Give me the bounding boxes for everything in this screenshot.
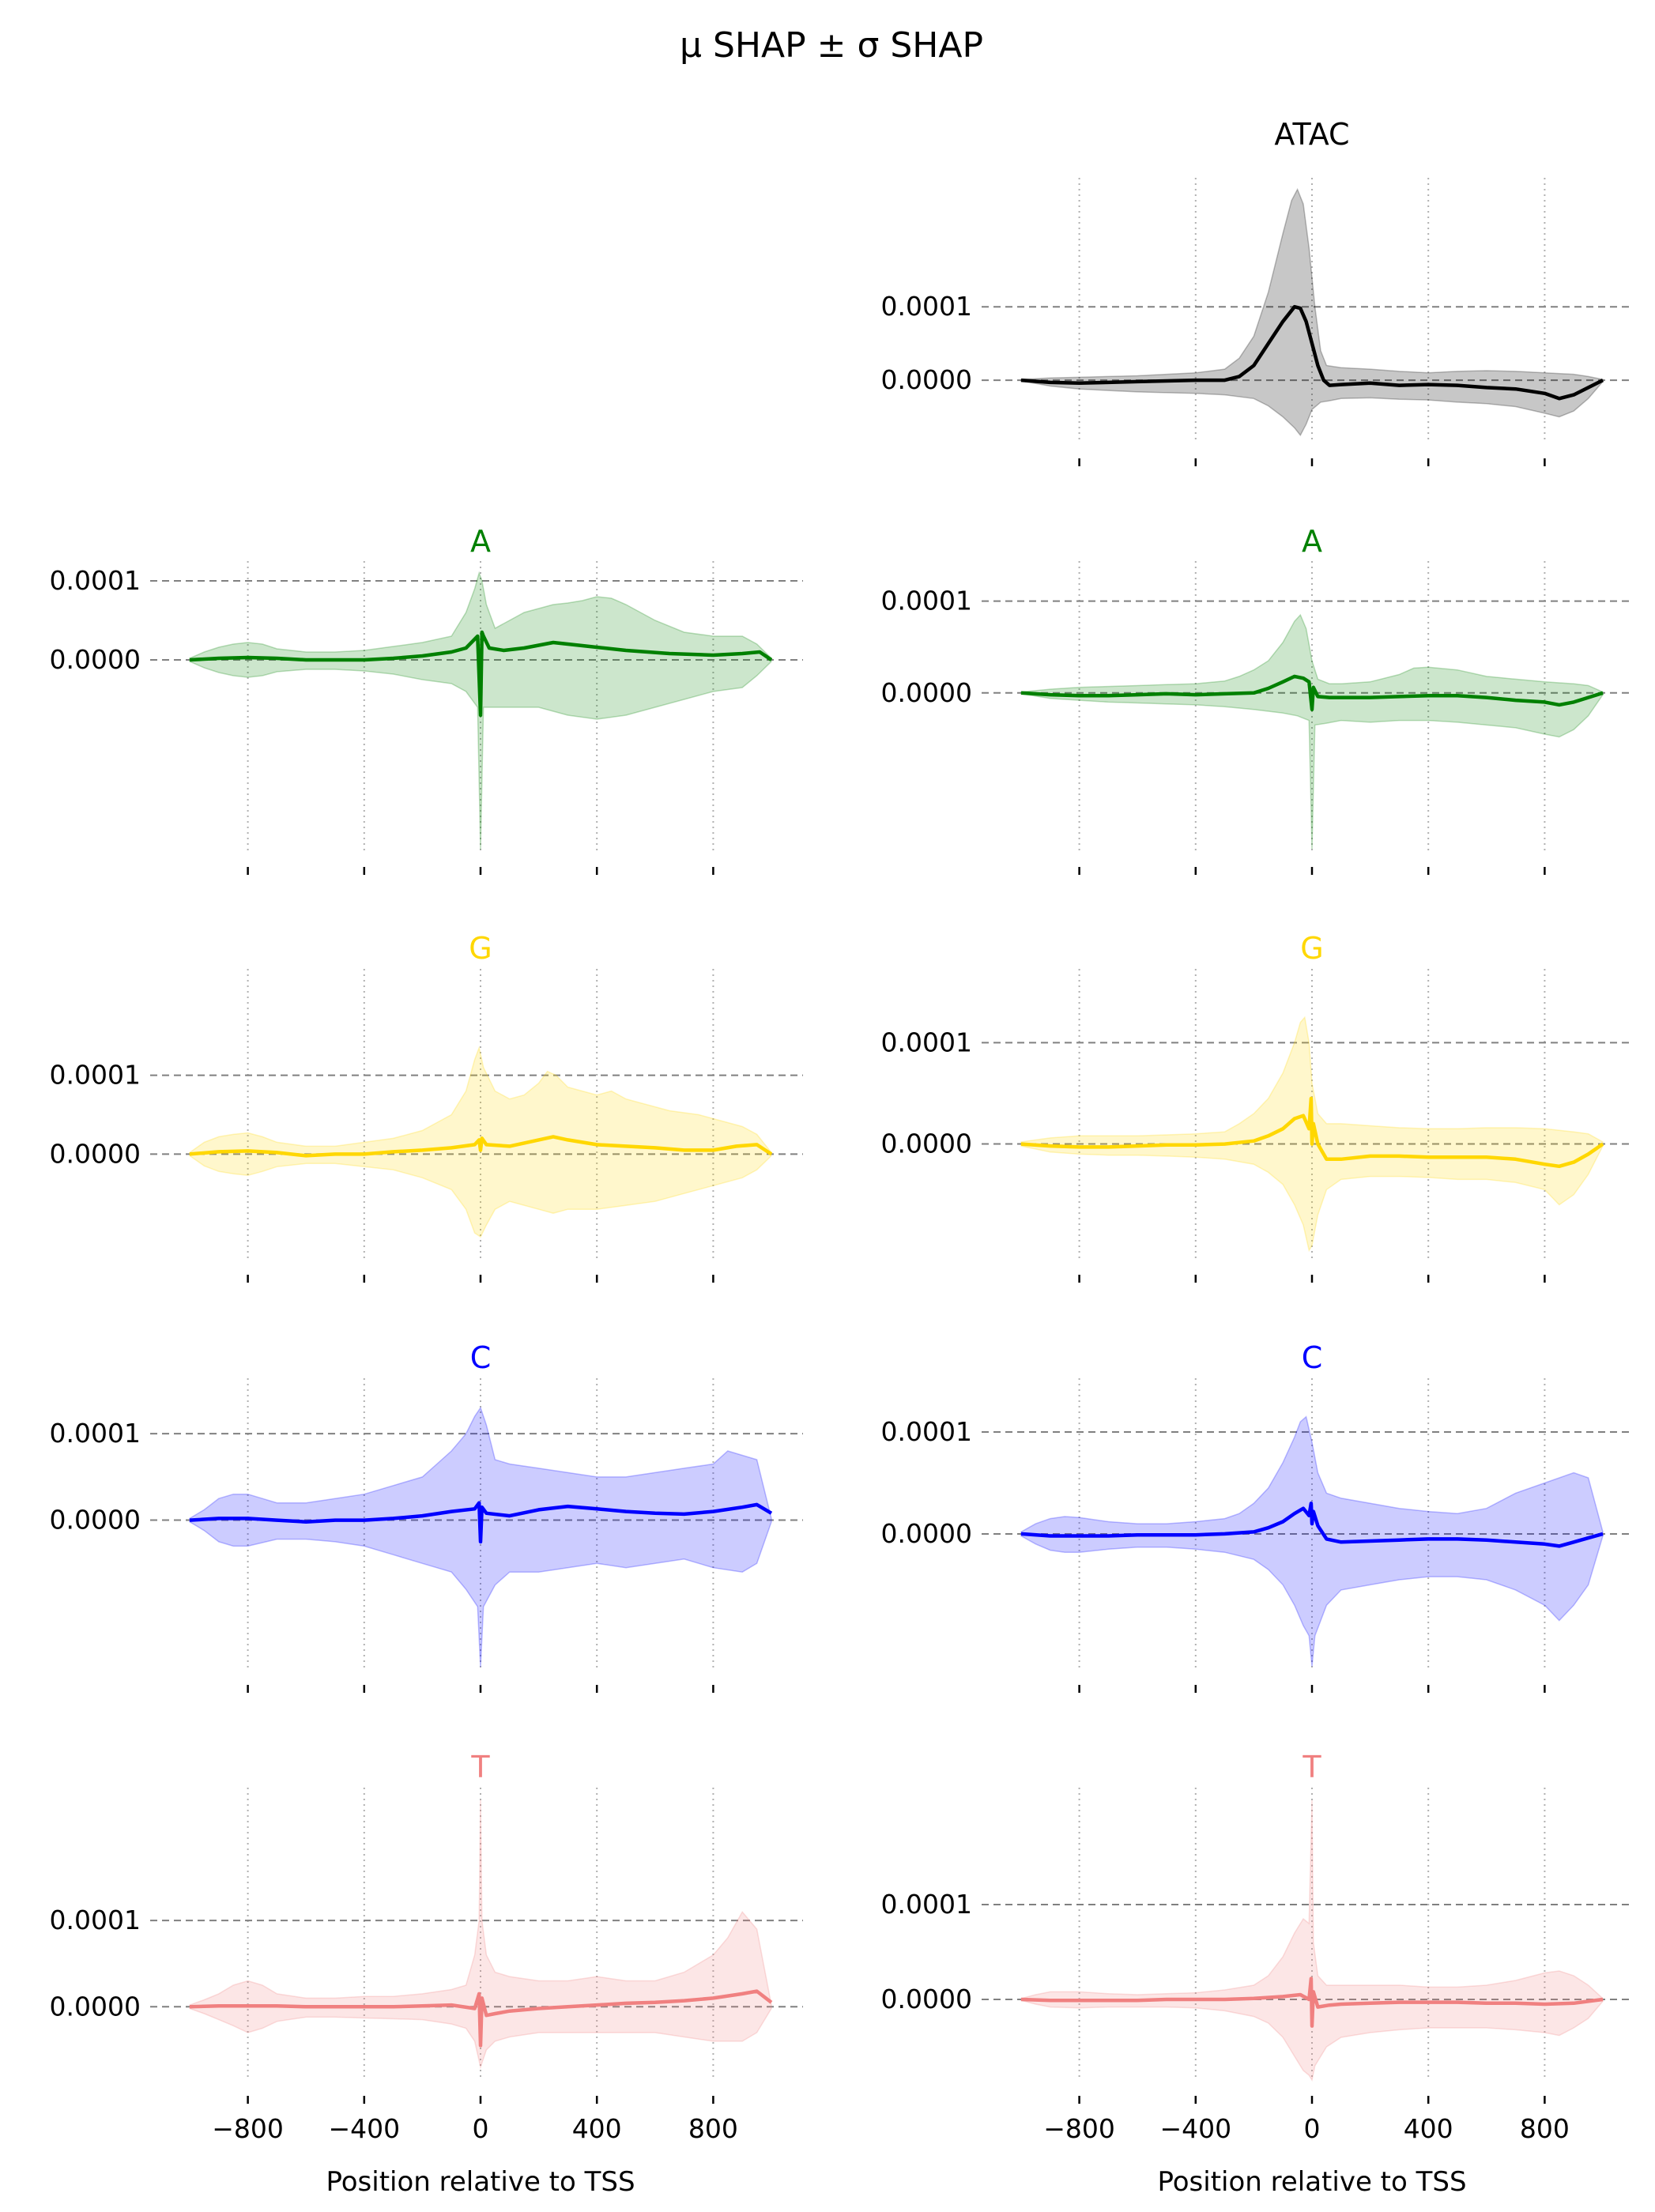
panel-C-left: 0.0000 0.0001 C — [50, 1340, 803, 1693]
panel-T-left: 0.0000 0.0001 −800 −400 0 400 800 T — [50, 1750, 803, 2144]
y-tick-label: 0.0000 — [50, 1991, 141, 2022]
panel-title: C — [470, 1340, 492, 1375]
std-band — [1020, 1799, 1604, 2082]
panels: 0.00000.0001ATAC0.00000.0001A0.00000.000… — [50, 117, 1633, 2144]
mean-line — [189, 1989, 773, 2048]
panel-title: T — [1302, 1750, 1321, 1784]
x-tick-label: 0 — [473, 2113, 489, 2144]
y-tick-label: 0.0000 — [50, 1505, 141, 1536]
x-axis-label-right: Position relative to TSS — [1157, 2166, 1466, 2198]
y-tick-label: 0.0000 — [881, 677, 972, 708]
mean-line — [189, 1501, 773, 1544]
panel-title: T — [470, 1750, 490, 1784]
panel-T-right: 0.0000 0.0001 −800 −400 0 400 800 T — [881, 1750, 1633, 2144]
y-tick-label: 0.0000 — [881, 1518, 972, 1549]
panel-title: A — [470, 524, 491, 559]
mean-line — [1020, 1502, 1604, 1548]
panel-title: A — [1302, 524, 1322, 559]
panel-title: G — [469, 931, 492, 966]
x-tick-label: −800 — [1043, 2113, 1115, 2144]
mean-line — [1020, 1096, 1604, 1169]
y-tick-label: 0.0001 — [50, 1418, 141, 1449]
panel-G-left: 0.0000 0.0001 G — [50, 931, 803, 1283]
x-tick-label: 800 — [688, 2113, 738, 2144]
y-tick-label: 0.0001 — [50, 1060, 141, 1091]
panel-title: ATAC — [1274, 117, 1349, 152]
x-tick-label: −800 — [212, 2113, 284, 2144]
panel-title: G — [1300, 931, 1323, 966]
y-tick-label: 0.0000 — [881, 1129, 972, 1159]
x-tick-label: 400 — [1404, 2113, 1453, 2144]
y-tick-label: 0.0001 — [881, 1889, 972, 1920]
std-band — [1020, 1415, 1604, 1667]
x-axis-label-left: Position relative to TSS — [326, 2166, 635, 2198]
y-tick-label: 0.0001 — [881, 586, 972, 616]
std-band — [1020, 613, 1604, 850]
panel-atac-right: 0.0000 0.0001 ATAC — [881, 117, 1633, 466]
y-tick-label: 0.0001 — [881, 1416, 972, 1447]
x-tick-label: 800 — [1520, 2113, 1570, 2144]
y-tick-label: 0.0001 — [50, 565, 141, 596]
std-band — [189, 1799, 772, 2070]
panel-C-right: 0.0000 0.0001 C — [881, 1340, 1633, 1693]
y-tick-label: 0.0000 — [881, 1984, 972, 2014]
y-tick-label: 0.0001 — [881, 291, 972, 322]
mean-line — [1020, 1976, 1604, 2028]
mean-line — [1020, 304, 1604, 401]
y-tick-label: 0.0001 — [881, 1027, 972, 1057]
mean-line — [1020, 674, 1604, 711]
x-tick-label: −400 — [328, 2113, 400, 2144]
y-tick-label: 0.0000 — [881, 364, 972, 395]
y-tick-label: 0.0000 — [50, 1138, 141, 1169]
x-tick-label: −400 — [1159, 2113, 1231, 2144]
y-tick-label: 0.0000 — [50, 644, 141, 675]
panel-A-right: 0.0000 0.0001 A — [881, 524, 1633, 875]
mean-line — [189, 1135, 773, 1158]
panel-G-right: 0.0000 0.0001 G — [881, 931, 1633, 1283]
mean-line — [189, 630, 773, 718]
figure-title: μ SHAP ± σ SHAP — [680, 25, 983, 66]
y-tick-label: 0.0001 — [50, 1905, 141, 1935]
x-tick-label: 0 — [1304, 2113, 1321, 2144]
std-band — [1020, 187, 1604, 437]
panel-title: C — [1302, 1340, 1323, 1375]
panel-A-left: 0.0000 0.0001 A — [50, 524, 803, 875]
x-tick-label: 400 — [572, 2113, 622, 2144]
